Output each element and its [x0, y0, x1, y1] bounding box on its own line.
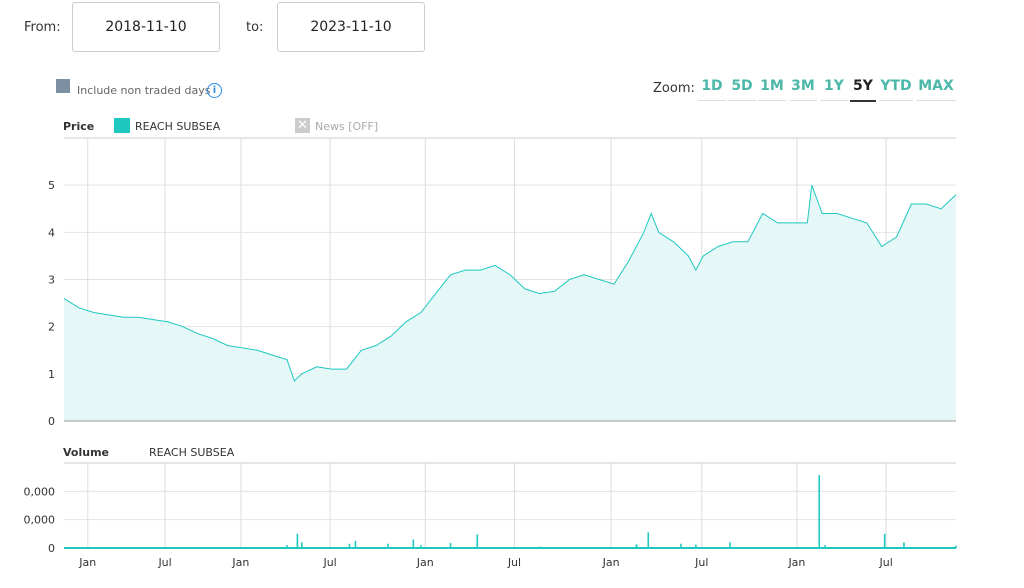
to-date-input[interactable]: 2023-11-10 — [277, 2, 425, 52]
x-tick-label: Jul — [322, 556, 336, 569]
zoom-max-button[interactable]: MAX — [916, 78, 956, 101]
zoom-5y-button[interactable]: 5Y — [850, 78, 876, 102]
price-y-tick: 3 — [48, 274, 55, 287]
x-tick-label: Jul — [157, 556, 171, 569]
zoom-1m-button[interactable]: 1M — [758, 78, 786, 101]
from-label: From: — [24, 20, 61, 35]
volume-y-tick: 0,000 — [24, 485, 56, 498]
non-traded-checkbox[interactable] — [56, 79, 70, 93]
zoom-5d-button[interactable]: 5D — [728, 78, 756, 101]
series-legend[interactable]: REACH SUBSEA — [135, 120, 221, 133]
x-tick-label: Jan — [787, 556, 805, 569]
series-swatch[interactable] — [114, 118, 130, 133]
zoom-label: Zoom: — [653, 81, 695, 96]
volume-series-legend: REACH SUBSEA — [149, 446, 235, 459]
to-label: to: — [246, 20, 264, 35]
zoom-3m-button[interactable]: 3M — [789, 78, 817, 101]
price-y-tick: 5 — [48, 179, 55, 192]
price-y-tick: 2 — [48, 321, 55, 334]
x-tick-label: Jul — [878, 556, 892, 569]
x-tick-label: Jan — [231, 556, 249, 569]
price-y-tick: 1 — [48, 368, 55, 381]
x-tick-label: Jan — [416, 556, 434, 569]
price-area — [64, 185, 956, 421]
x-tick-label: Jan — [602, 556, 620, 569]
news-toggle-label[interactable]: News [OFF] — [315, 120, 379, 133]
price-title: Price — [63, 120, 95, 133]
zoom-1d-button[interactable]: 1D — [698, 78, 726, 101]
price-y-tick: 4 — [48, 226, 55, 239]
price-y-tick: 0 — [48, 415, 55, 428]
zoom-1y-button[interactable]: 1Y — [820, 78, 848, 101]
zoom-ytd-button[interactable]: YTD — [879, 78, 913, 101]
price-line — [63, 185, 957, 382]
volume-y-tick: 0,000 — [24, 514, 56, 527]
from-date-input[interactable]: 2018-11-10 — [72, 2, 220, 52]
volume-title: Volume — [63, 446, 109, 459]
non-traded-label: Include non traded days — [77, 84, 211, 97]
x-tick-label: Jul — [507, 556, 521, 569]
x-tick-label: Jul — [694, 556, 708, 569]
news-toggle-icon[interactable]: ✕ — [295, 118, 310, 133]
x-tick-label: Jan — [78, 556, 96, 569]
info-icon[interactable]: i — [207, 83, 222, 98]
volume-y-tick: 0 — [48, 542, 55, 555]
